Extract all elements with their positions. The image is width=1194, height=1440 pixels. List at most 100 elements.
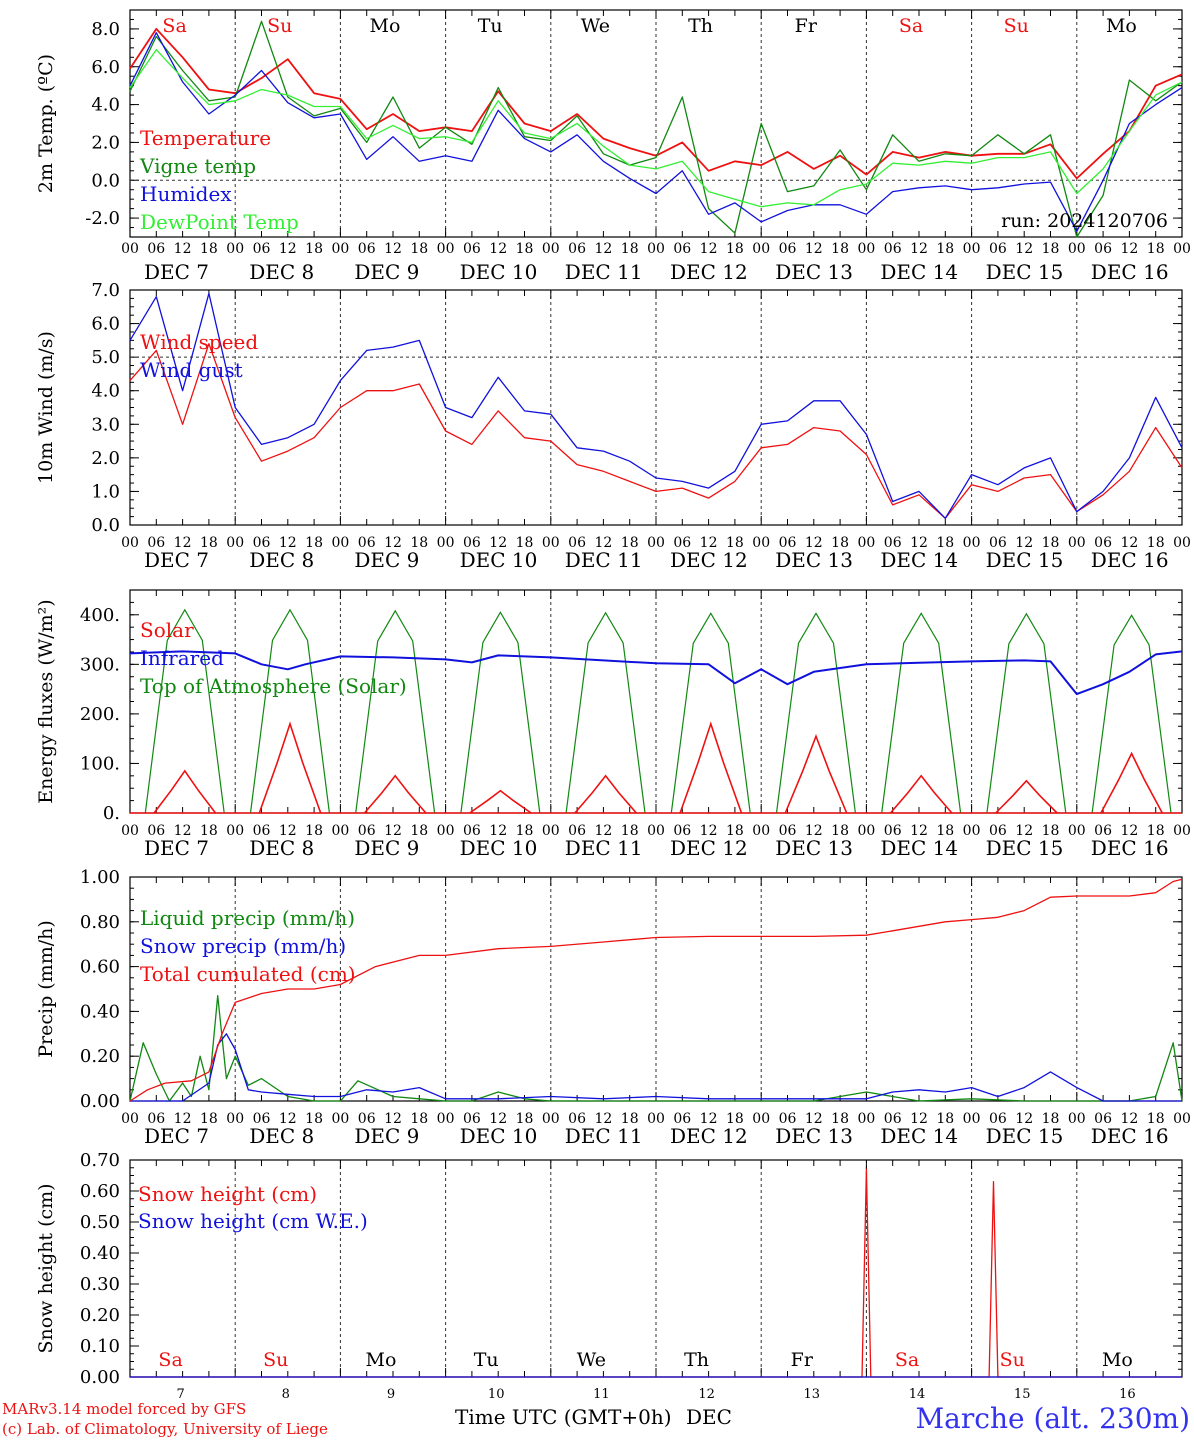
hour-tick-label: 12 xyxy=(489,535,507,551)
hour-tick-label: 00 xyxy=(1068,823,1086,839)
plot-frame xyxy=(129,589,1183,814)
hour-tick-label: 12 xyxy=(384,823,402,839)
solar-bump xyxy=(784,733,848,814)
series-line-1 xyxy=(130,1033,1182,1102)
date-label: DEC 8 xyxy=(249,836,314,860)
hour-tick-label: 12 xyxy=(910,823,928,839)
hour-tick-label: 06 xyxy=(147,535,165,551)
hour-tick-label: 00 xyxy=(857,1111,875,1127)
date-label: DEC 13 xyxy=(775,1124,853,1148)
y-tick-label: 300. xyxy=(80,654,120,675)
day-name: Tu xyxy=(478,15,503,37)
hour-tick-label: 00 xyxy=(226,241,244,257)
hour-tick-label: 06 xyxy=(358,535,376,551)
hour-tick-label: 06 xyxy=(673,241,691,257)
y-tick-label: 0.20 xyxy=(80,1305,120,1326)
hour-tick-label: 18 xyxy=(936,535,954,551)
hour-tick-label: 00 xyxy=(226,1111,244,1127)
hour-tick-label: 12 xyxy=(910,1111,928,1127)
solar-bump xyxy=(995,779,1058,814)
hour-tick-label: 12 xyxy=(594,823,612,839)
day-name: Sa xyxy=(162,15,186,37)
date-label: DEC 16 xyxy=(1091,548,1169,572)
hour-tick-label: 06 xyxy=(253,241,271,257)
hour-tick-label: 00 xyxy=(1068,241,1086,257)
hour-tick-label: 06 xyxy=(989,535,1007,551)
day-name: We xyxy=(581,15,610,37)
hour-tick-label: 00 xyxy=(331,823,349,839)
hour-tick-label: 18 xyxy=(516,823,534,839)
hour-tick-label: 00 xyxy=(1068,1111,1086,1127)
hour-tick-label: 06 xyxy=(147,1111,165,1127)
hour-tick-label: 18 xyxy=(1042,823,1060,839)
day-number: 11 xyxy=(593,1387,610,1402)
y-axis-label: Precip (mm/h) xyxy=(35,920,57,1058)
solar-bump xyxy=(889,774,953,814)
y-tick-label: 0.40 xyxy=(80,1001,120,1022)
hour-tick-label: 06 xyxy=(358,823,376,839)
hour-tick-label: 18 xyxy=(831,823,849,839)
toa-solar-bump xyxy=(881,612,962,814)
solar-bump xyxy=(469,789,532,814)
hour-tick-label: 06 xyxy=(463,241,481,257)
y-tick-label: 6.0 xyxy=(91,314,120,335)
day-name: Mo xyxy=(1102,1349,1133,1371)
date-label: DEC 7 xyxy=(144,836,209,860)
y-tick-label: 2.0 xyxy=(91,448,120,469)
legend-entry: Humidex xyxy=(140,182,232,206)
hour-tick-label: 06 xyxy=(568,535,586,551)
day-name: Sa xyxy=(899,15,923,37)
y-axis-label: 2m Temp. (ºC) xyxy=(35,54,57,193)
hour-tick-label: 12 xyxy=(279,823,297,839)
legend-entry: Solar xyxy=(140,618,194,642)
hour-tick-label: 18 xyxy=(1042,241,1060,257)
hour-tick-label: 18 xyxy=(1147,241,1165,257)
hour-tick-label: 18 xyxy=(200,823,218,839)
hour-tick-label: 06 xyxy=(253,823,271,839)
hour-tick-label: 12 xyxy=(700,1111,718,1127)
y-axis-label: Snow height (cm) xyxy=(35,1183,57,1353)
date-label: DEC 9 xyxy=(354,260,419,284)
date-label: DEC 12 xyxy=(670,836,748,860)
y-tick-label: 0.00 xyxy=(80,1367,120,1388)
hour-tick-label: 12 xyxy=(1120,535,1138,551)
hour-tick-label: 12 xyxy=(594,535,612,551)
date-label: DEC 15 xyxy=(986,548,1064,572)
legend-entry: Liquid precip (mm/h) xyxy=(140,906,355,930)
date-label: DEC 13 xyxy=(775,548,853,572)
hour-tick-label: 06 xyxy=(147,241,165,257)
date-label: DEC 12 xyxy=(670,1124,748,1148)
hour-tick-label: 18 xyxy=(936,241,954,257)
toa-solar-bump xyxy=(775,612,856,814)
y-tick-label: -2.0 xyxy=(85,208,120,229)
y-tick-label: 1.00 xyxy=(80,867,120,888)
y-tick-label: 0.60 xyxy=(80,957,120,978)
day-number: 8 xyxy=(282,1387,290,1402)
hour-tick-label: 00 xyxy=(857,241,875,257)
day-number: 12 xyxy=(698,1387,715,1402)
hour-tick-label: 18 xyxy=(831,535,849,551)
hour-tick-label: 18 xyxy=(305,823,323,839)
day-number: 15 xyxy=(1014,1387,1031,1402)
run-annotation: run: 2024120706 xyxy=(1001,210,1168,232)
date-label: DEC 12 xyxy=(670,260,748,284)
hour-tick-label: 06 xyxy=(779,241,797,257)
date-label: DEC 9 xyxy=(354,1124,419,1148)
hour-tick-label: 06 xyxy=(989,823,1007,839)
hour-tick-label: 12 xyxy=(1120,823,1138,839)
hour-tick-label: 12 xyxy=(384,241,402,257)
hour-tick-label: 12 xyxy=(279,535,297,551)
hour-tick-label: 12 xyxy=(594,241,612,257)
hour-tick-label: 12 xyxy=(1120,241,1138,257)
solar-bump xyxy=(679,721,743,814)
hour-tick-label: 00 xyxy=(752,1111,770,1127)
hour-tick-label: 18 xyxy=(726,535,744,551)
y-tick-label: 6.0 xyxy=(91,57,120,78)
hour-tick-label: 12 xyxy=(910,535,928,551)
hour-tick-label: 18 xyxy=(1147,1111,1165,1127)
date-label: DEC 11 xyxy=(565,1124,643,1148)
hour-tick-label: 06 xyxy=(253,535,271,551)
date-label: DEC 16 xyxy=(1091,260,1169,284)
date-label: DEC 7 xyxy=(144,260,209,284)
hour-tick-label: 00 xyxy=(752,535,770,551)
